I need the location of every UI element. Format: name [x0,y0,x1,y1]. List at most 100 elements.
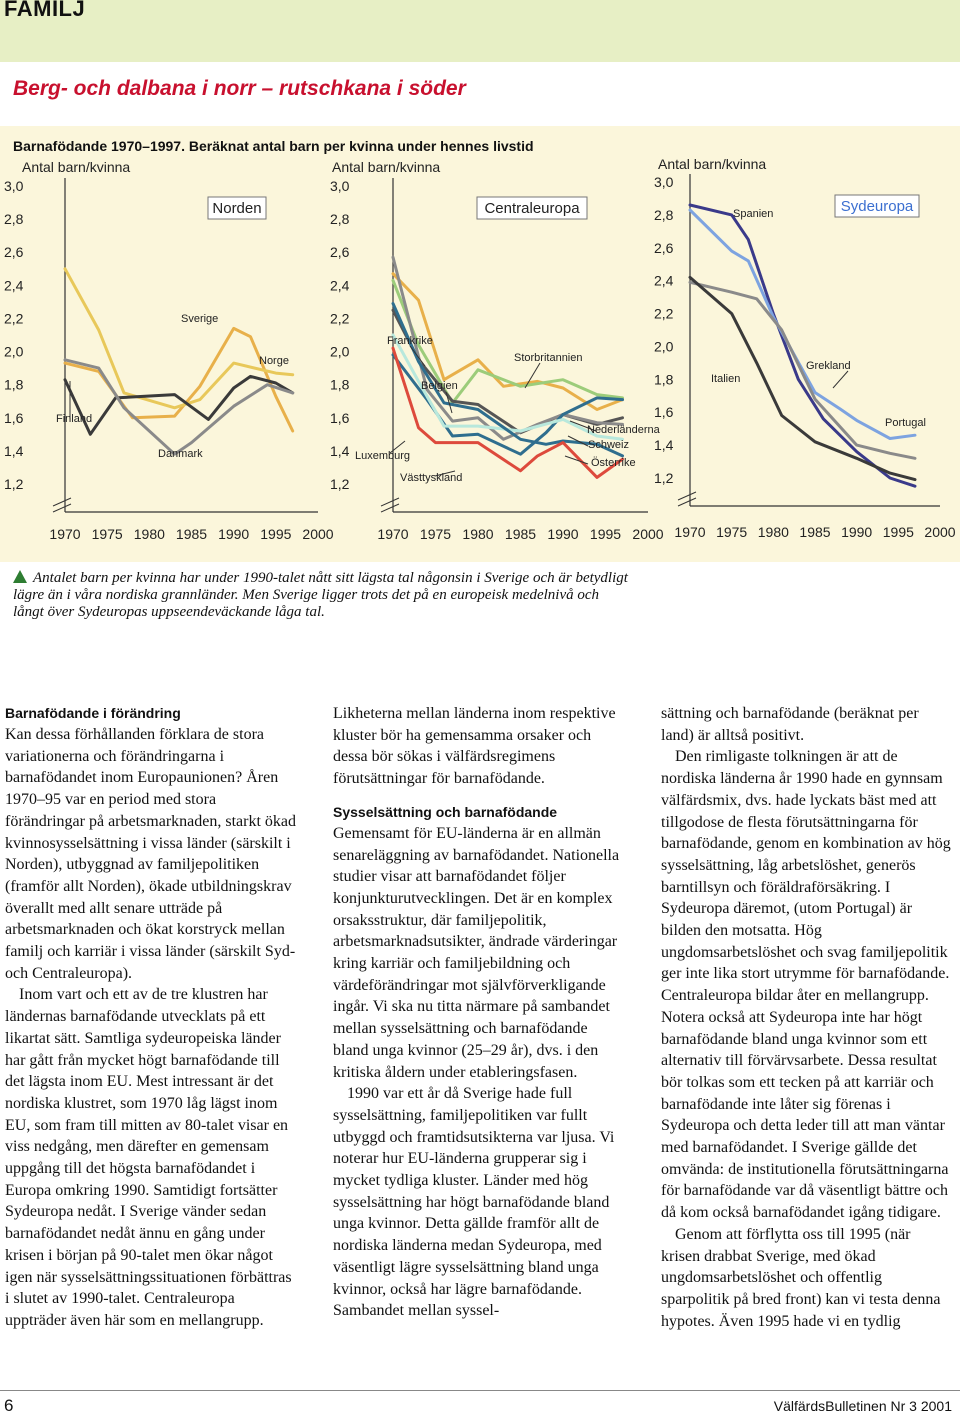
y-tick-label: 2,0 [654,338,674,354]
axis-break-mark [52,503,72,513]
series-label: Finland [56,413,92,425]
series-label: Luxemburg [355,450,410,462]
axis-break-mark [677,497,697,507]
x-tick-label: 1985 [799,524,830,540]
y-tick-label: 2,8 [330,211,350,227]
series-label: Grekland [806,360,851,372]
x-tick-label: 2000 [302,526,333,542]
x-tick-label: 1970 [49,526,80,542]
series-line-norge [63,267,295,410]
y-tick-label: 2,4 [330,277,350,293]
x-tick-label: 1980 [462,526,493,542]
y-tick-label: 1,8 [654,371,674,387]
y-tick-label: 1,8 [330,377,350,393]
y-axis-title: Antal barn/kvinna [332,159,440,175]
series-label: Norge [259,355,289,367]
label-leader-line [832,370,849,389]
x-tick-label: 1990 [547,526,578,542]
headline: Berg- och dalbana i norr – rutschkana i … [13,77,466,100]
y-tick-label: 2,4 [654,273,674,289]
y-axis-title: Antal barn/kvinna [658,156,766,172]
y-tick-label: 2,2 [4,310,24,326]
y-tick-label: 1,2 [330,476,350,492]
x-tick-label: 1975 [716,524,747,540]
x-tick-label: 1975 [420,526,451,542]
series-label: Danmark [158,448,203,460]
series-line-grekland [688,280,917,460]
y-tick-label: 2,6 [330,244,350,260]
fertility-charts: Antal barn/kvinna 3,0 2,8 2,6 2,4 2,2 2,0 1,8 1,… [4,156,956,542]
series-line-österrike [391,302,624,458]
x-tick-label: 2000 [632,526,663,542]
series-line-västtyskland [391,346,624,479]
column-heading: Barnafödande i förändring [5,705,181,721]
y-tick-label: 2,4 [4,277,24,293]
region-box [207,196,267,220]
y-tick-label: 1,8 [4,377,24,393]
chart-caption: Antalet barn per kvinna har under 1990-t… [13,570,628,621]
section-label: FAMILJ [4,0,86,21]
x-tick-label: 1990 [841,524,872,540]
x-tick-label: 2000 [924,524,955,540]
x-tick-label: 1995 [883,524,914,540]
y-tick-label: 2,2 [654,306,674,322]
y-tick-label: 2,2 [330,310,350,326]
y-tick-label: 1,4 [4,443,24,459]
footer-rule [0,1390,960,1391]
label-leader-line [445,391,453,414]
series-line-storbritannien [391,278,624,405]
y-tick-label: 2,8 [654,207,674,223]
x-tick-label: 1970 [674,524,705,540]
page-number: 6 [4,1396,14,1415]
body-paragraph: Gemensamt för EU-länderna är en allmän s… [333,824,620,1081]
body-paragraph: sättning och barnafödande (beräknat per … [661,705,919,744]
label-leader-line [524,362,541,389]
region-box-label: Norden [212,200,261,217]
x-tick-label: 1980 [758,524,789,540]
series-label: Italien [711,373,740,385]
label-leader-line [389,440,406,454]
y-tick-label: 1,4 [654,437,674,453]
series-label: Schweiz [588,439,629,451]
series-label: Österrike [591,457,636,469]
text-column-2: Likheterna mellan länderna inom respekti… [333,703,625,1322]
series-label: Västtyskland [400,472,462,484]
label-leader-line [434,470,456,477]
label-leader-line [409,345,426,367]
y-tick-label: 1,4 [330,443,350,459]
series-label: Belgien [421,380,458,392]
axis-break-mark [380,503,400,513]
y-tick-label: 2,6 [4,244,24,260]
series-label: Storbritannien [514,352,583,364]
body-paragraph: Inom vart och ett av de tre klustren har… [5,986,292,1329]
series-label: Portugal [885,417,926,429]
text-column-1: Barnafödande i förändring Kan dessa förhå… [5,703,297,1332]
region-box [476,196,588,220]
x-tick-label: 1995 [260,526,291,542]
label-leader-line [564,455,589,465]
series-label: Spanien [733,208,773,220]
y-tick-label: 2,0 [4,344,24,360]
label-leader-line [567,435,589,447]
journal-name: VälfärdsBulletinen Nr 3 2001 [773,1398,952,1414]
series-label: Sverige [181,313,218,325]
y-tick-label: 2,0 [330,344,350,360]
y-tick-label: 2,6 [654,240,674,256]
x-tick-label: 1990 [218,526,249,542]
series-line-finland [63,374,295,436]
body-paragraph: Kan dessa förhållanden förklara de stora… [5,726,296,982]
caption-text: Antalet barn per kvinna har under 1990-t… [13,570,628,620]
region-box-label: Sydeuropa [841,198,914,215]
section-header-band: FAMILJ [0,0,960,62]
x-tick-label: 1970 [377,526,408,542]
y-tick-label: 1,6 [330,410,350,426]
series-line-spanien [688,203,917,488]
body-paragraph: Likheterna mellan länderna inom respekti… [333,705,616,788]
series-line-portugal [688,208,917,440]
axis-break-mark [380,497,400,507]
x-tick-label: 1975 [92,526,123,542]
x-tick-label: 1980 [134,526,165,542]
region-box-label: Centraleuropa [484,200,580,217]
triangle-icon [13,570,27,583]
body-paragraph: 1990 var ett år då Sverige hade full sys… [333,1085,615,1320]
